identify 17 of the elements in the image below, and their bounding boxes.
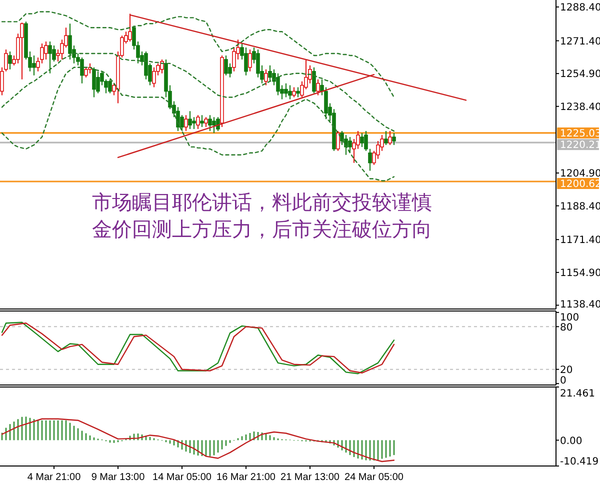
ref-line-label: 1200.62: [560, 179, 600, 190]
x-tick-label: 4 Mar 21:00: [27, 472, 82, 483]
y-tick-label: 0: [560, 376, 566, 387]
y-tick-label: 20: [560, 364, 573, 376]
y-tick-label: -10.419: [560, 456, 599, 468]
y-tick-label: 21.461: [560, 388, 595, 400]
ref-line-label: 1220.21: [560, 140, 600, 152]
x-tick-label: 21 Mar 13:00: [280, 472, 340, 483]
x-tick-label: 14 Mar 05:00: [152, 472, 212, 483]
y-tick-label: 80: [560, 322, 573, 334]
annotation: 市场瞩目耶伦讲话，料此前交投较谨慎: [92, 192, 432, 214]
x-tick-label: 9 Mar 13:00: [91, 472, 146, 483]
x-tick-label: 24 Mar 05:00: [344, 472, 404, 483]
x-tick-label: 16 Mar 21:00: [216, 472, 276, 483]
y-tick-label: 0.00: [560, 436, 582, 447]
y-tick-label: 100: [560, 312, 580, 324]
annotation: 金价回测上方压力，后市关注破位方向: [92, 218, 432, 241]
